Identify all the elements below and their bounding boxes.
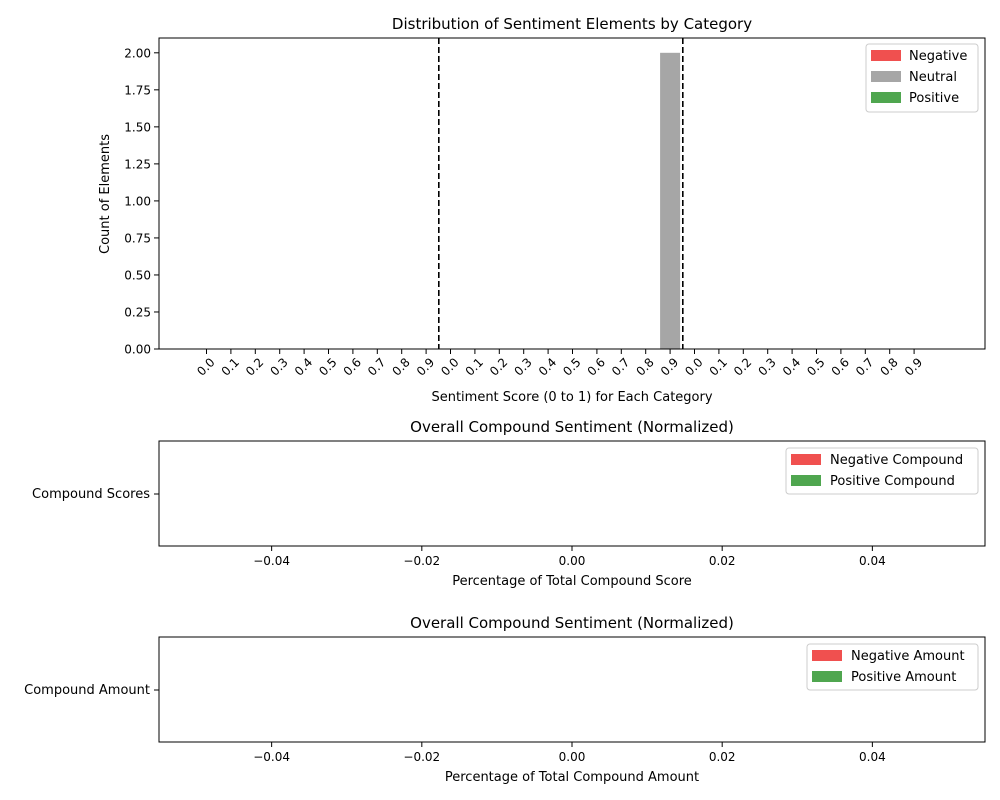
chart-1-y-label: Count of Elements [98, 134, 113, 254]
x-tick-label: 0.5 [316, 355, 339, 378]
x-tick-label: 0.9 [658, 355, 681, 378]
x-tick-label: 0.0 [194, 355, 217, 378]
legend-label-positive-amount: Positive Amount [851, 670, 956, 685]
x-tick-label: 0.02 [709, 554, 736, 568]
x-tick-label: 0.0 [438, 355, 461, 378]
y-tick-label: 1.75 [124, 83, 151, 97]
x-tick-label: 0.8 [633, 355, 656, 378]
y-tick-label: 1.50 [124, 120, 151, 134]
chart-2-legend: Negative Compound Positive Compound [785, 447, 979, 495]
chart-1-y-ticks: 0.00 0.25 0.50 0.75 1.00 1.25 1.50 1.75 2.00 [124, 46, 159, 357]
x-tick-label: 0.3 [755, 355, 778, 378]
x-tick-label: −0.02 [403, 554, 440, 568]
x-tick-label: 0.04 [859, 750, 886, 764]
chart-1: Distribution of Sentiment Elements by Ca… [98, 15, 986, 405]
x-tick-label: 0.00 [559, 554, 586, 568]
x-tick-label: 0.2 [731, 355, 754, 378]
x-tick-label: 0.0 [682, 355, 705, 378]
y-tick-label: 2.00 [124, 46, 151, 60]
chart-1-bars [660, 52, 681, 350]
x-tick-label: 0.3 [267, 355, 290, 378]
chart-3: Overall Compound Sentiment (Normalized) … [24, 614, 986, 785]
x-tick-label: 0.4 [536, 355, 559, 378]
x-tick-label: −0.04 [253, 750, 290, 764]
legend-swatch-negative-amount [812, 650, 842, 661]
legend-label-negative: Negative [909, 49, 967, 64]
x-tick-label: 0.04 [859, 554, 886, 568]
legend-swatch-positive-amount [812, 671, 842, 682]
chart-2: Overall Compound Sentiment (Normalized) … [32, 418, 986, 589]
x-tick-label: 0.6 [585, 355, 608, 378]
chart-3-legend: Negative Amount Positive Amount [806, 643, 979, 691]
x-tick-label: 0.5 [560, 355, 583, 378]
chart-3-x-ticks: −0.04 −0.02 0.00 0.02 0.04 [253, 742, 886, 764]
x-tick-label: 0.1 [707, 355, 730, 378]
legend-label-negative-amount: Negative Amount [851, 649, 965, 664]
y-tick-label: 0.00 [124, 343, 151, 357]
chart-1-x-ticks: 0.0 0.1 0.2 0.3 0.4 0.5 0.6 0.7 0.8 0.9 0.0 0.1 0.2 0… [194, 349, 925, 379]
x-tick-label: 0.00 [559, 750, 586, 764]
y-tick-label: 1.25 [124, 157, 151, 171]
legend-swatch-negative [871, 50, 901, 61]
chart-2-x-ticks: −0.04 −0.02 0.00 0.02 0.04 [253, 546, 886, 568]
x-tick-label: 0.3 [511, 355, 534, 378]
y-tick-label: 0.75 [124, 231, 151, 245]
x-tick-label: −0.04 [253, 554, 290, 568]
legend-swatch-negative-compound [791, 454, 821, 465]
x-tick-label: 0.4 [292, 355, 315, 378]
legend-label-positive: Positive [909, 91, 959, 106]
x-tick-label: −0.02 [403, 750, 440, 764]
x-tick-label: 0.6 [341, 355, 364, 378]
x-tick-label: 0.9 [414, 355, 437, 378]
legend-label-positive-compound: Positive Compound [830, 474, 955, 489]
y-tick-label: 0.50 [124, 268, 151, 282]
x-tick-label: 0.5 [804, 355, 827, 378]
chart-2-x-label: Percentage of Total Compound Score [452, 574, 692, 589]
legend-swatch-positive-compound [791, 475, 821, 486]
x-tick-label: 0.1 [219, 355, 242, 378]
bar-neutral [660, 52, 681, 350]
chart-2-legend-box [785, 447, 979, 495]
x-tick-label: 0.9 [902, 355, 925, 378]
y-tick-label: 0.25 [124, 305, 151, 319]
x-tick-label: 0.6 [829, 355, 852, 378]
x-tick-label: 0.7 [609, 355, 632, 378]
x-tick-label: 0.4 [780, 355, 803, 378]
chart-1-legend: Negative Neutral Positive [865, 43, 979, 113]
chart-1-x-label: Sentiment Score (0 to 1) for Each Catego… [431, 390, 712, 405]
x-tick-label: 0.8 [877, 355, 900, 378]
chart-3-legend-box [806, 643, 979, 691]
chart-1-separators [437, 38, 684, 349]
x-tick-label: 0.2 [487, 355, 510, 378]
chart-1-title: Distribution of Sentiment Elements by Ca… [392, 15, 752, 33]
chart-2-category-label: Compound Scores [32, 487, 150, 502]
chart-3-title: Overall Compound Sentiment (Normalized) [410, 614, 734, 632]
x-tick-label: 0.8 [389, 355, 412, 378]
legend-swatch-neutral [871, 71, 901, 82]
legend-label-neutral: Neutral [909, 70, 957, 85]
x-tick-label: 0.1 [463, 355, 486, 378]
x-tick-label: 0.2 [243, 355, 266, 378]
chart-2-title: Overall Compound Sentiment (Normalized) [410, 418, 734, 436]
x-tick-label: 0.02 [709, 750, 736, 764]
chart-3-category-label: Compound Amount [24, 683, 150, 698]
chart-1-plot-area [158, 37, 986, 350]
chart-3-x-label: Percentage of Total Compound Amount [445, 770, 699, 785]
x-tick-label: 0.7 [853, 355, 876, 378]
legend-label-negative-compound: Negative Compound [830, 453, 963, 468]
legend-swatch-positive [871, 92, 901, 103]
y-tick-label: 1.00 [124, 194, 151, 208]
x-tick-label: 0.7 [365, 355, 388, 378]
